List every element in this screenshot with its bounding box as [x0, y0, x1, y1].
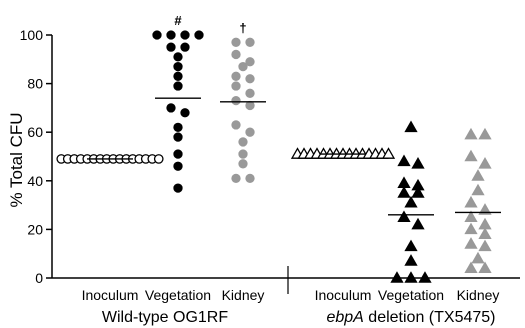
data-point — [464, 127, 478, 140]
data-point — [245, 37, 255, 47]
data-point — [238, 61, 248, 72]
data-point — [173, 61, 183, 72]
data-point — [231, 71, 241, 81]
data-point — [390, 271, 404, 283]
data-point — [245, 88, 255, 98]
data-point — [404, 254, 418, 266]
x-category-label: Inoculum — [82, 287, 139, 303]
significance-marker: † — [239, 20, 246, 35]
data-point — [180, 42, 190, 52]
data-point — [245, 100, 255, 111]
median-lines — [87, 97, 501, 216]
significance-marker: # — [174, 13, 182, 28]
data-point — [173, 122, 183, 132]
data-point — [231, 120, 241, 130]
data-point — [471, 169, 485, 181]
y-tick-label: 100 — [20, 27, 44, 43]
y-tick-label: 80 — [27, 76, 43, 92]
y-tick-label: 40 — [27, 173, 43, 189]
data-point — [173, 149, 183, 159]
data-point — [478, 127, 492, 140]
data-point — [173, 52, 183, 62]
data-point — [418, 271, 432, 283]
data-point — [245, 173, 255, 184]
x-category-label: Vegetation — [145, 287, 211, 303]
data-point — [173, 71, 183, 81]
data-point — [166, 30, 176, 40]
x-category-label: Kidney — [222, 287, 265, 303]
data-point — [478, 203, 492, 215]
data-point — [397, 186, 411, 198]
data-point — [173, 132, 183, 142]
data-point — [231, 173, 241, 184]
data-point — [231, 95, 241, 106]
y-ticks: 0 20 40 60 80 100 — [20, 27, 52, 286]
y-tick-label: 0 — [35, 270, 43, 286]
data-point — [238, 149, 248, 159]
data-point — [464, 149, 478, 162]
y-axis-label: % Total CFU — [7, 112, 26, 207]
data-point — [238, 159, 248, 169]
data-point — [464, 195, 478, 208]
category-labels: Inoculum Vegetation Kidney Wild-type OG1RF I… — [82, 287, 500, 326]
data-point — [478, 227, 492, 240]
data-point — [464, 210, 478, 223]
data-point — [166, 103, 176, 113]
data-point — [173, 183, 183, 193]
data-point — [464, 261, 478, 274]
group-label-italic: ebpA — [326, 309, 363, 326]
data-point — [173, 161, 183, 171]
data-point — [471, 183, 485, 196]
data-point — [245, 74, 255, 84]
data-point — [397, 154, 411, 167]
data-point — [231, 37, 241, 47]
group-label: Wild-type OG1RF — [102, 309, 228, 326]
data-point — [180, 108, 190, 118]
data-point — [478, 261, 492, 274]
data-point — [471, 251, 485, 264]
group-label-rest: deletion (TX5475) — [364, 309, 496, 326]
data-point — [404, 271, 418, 283]
data-point — [404, 239, 418, 252]
data-point — [231, 49, 241, 60]
data-point — [238, 137, 248, 147]
data-point — [464, 237, 478, 249]
data-point — [152, 30, 162, 40]
data-point — [411, 217, 425, 230]
data-point — [173, 81, 183, 91]
annotations: # † — [174, 13, 246, 35]
data-point — [381, 147, 396, 159]
data-point — [397, 210, 411, 223]
y-tick-label: 60 — [27, 124, 43, 140]
data-point — [153, 154, 164, 164]
data-point — [478, 156, 492, 169]
x-category-label: Vegetation — [378, 287, 444, 303]
data-point — [411, 156, 425, 169]
data-point — [231, 81, 241, 91]
data-point — [404, 195, 418, 208]
data-points — [56, 30, 492, 283]
data-point — [464, 222, 478, 235]
data-point — [180, 30, 190, 40]
data-point — [166, 42, 176, 52]
x-category-label: Kidney — [457, 287, 500, 303]
data-point — [411, 186, 425, 198]
y-tick-label: 20 — [27, 221, 43, 237]
x-category-label: Inoculum — [315, 287, 372, 303]
group-label: ebpA deletion (TX5475) — [326, 309, 495, 326]
data-point — [245, 127, 255, 137]
data-point — [245, 57, 255, 67]
data-point — [404, 120, 418, 133]
axes — [51, 35, 520, 294]
data-point — [478, 239, 492, 252]
data-point — [478, 217, 492, 230]
data-point — [194, 30, 204, 40]
data-point — [397, 176, 411, 189]
